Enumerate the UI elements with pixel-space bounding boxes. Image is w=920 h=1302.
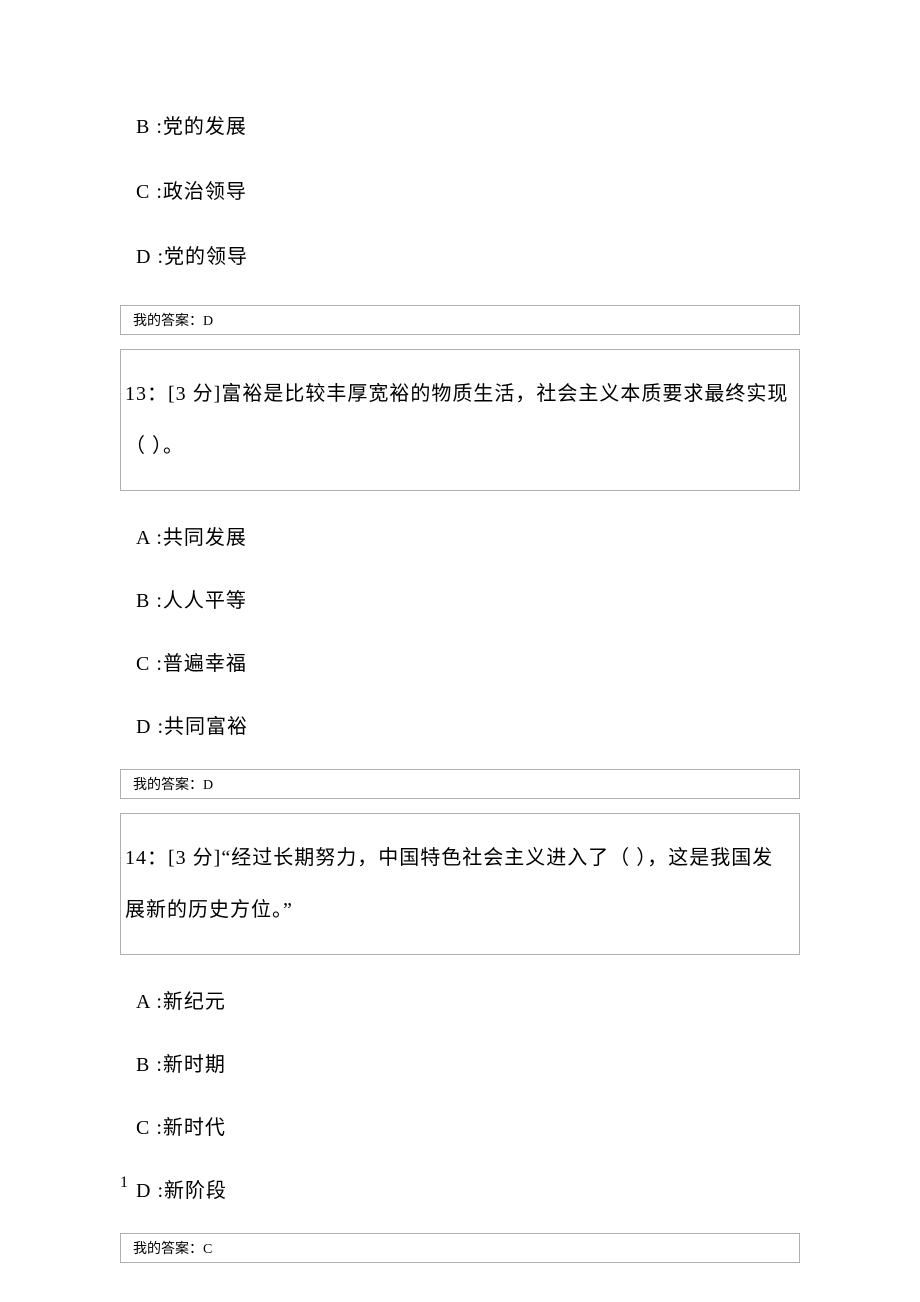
q13-question-text: 13：[3 分]富裕是比较丰厚宽裕的物质生活，社会主义本质要求最终实现（ ）。: [125, 383, 788, 457]
q14-option-b: B :新时期: [120, 1048, 800, 1077]
q13-question-box: 13：[3 分]富裕是比较丰厚宽裕的物质生活，社会主义本质要求最终实现（ ）。: [120, 349, 800, 491]
q13-option-c: C :普遍幸福: [120, 647, 800, 676]
q12-answer-box: 我的答案：D: [120, 305, 800, 335]
q13-answer-text: 我的答案：D: [133, 778, 213, 793]
q14-option-a: A :新纪元: [120, 985, 800, 1014]
q13-option-b: B :人人平等: [120, 584, 800, 613]
q13-option-a: A :共同发展: [120, 521, 800, 550]
q12-option-b: B :党的发展: [120, 110, 800, 139]
q12-answer-text: 我的答案：D: [133, 314, 213, 329]
page-number: 1: [120, 1174, 128, 1192]
q14-answer-box: 我的答案：C: [120, 1233, 800, 1263]
q12-option-c: C :政治领导: [120, 175, 800, 204]
page-content: B :党的发展 C :政治领导 D :党的领导 我的答案：D 13：[3 分]富…: [0, 0, 920, 1263]
q14-answer-text: 我的答案：C: [133, 1242, 212, 1257]
q14-option-d: D :新阶段: [120, 1174, 800, 1203]
q13-answer-box: 我的答案：D: [120, 769, 800, 799]
q14-question-box: 14：[3 分]“经过长期努力，中国特色社会主义进入了（ ），这是我国发展新的历…: [120, 813, 800, 955]
q13-option-d: D :共同富裕: [120, 710, 800, 739]
q14-question-text: 14：[3 分]“经过长期努力，中国特色社会主义进入了（ ），这是我国发展新的历…: [125, 847, 773, 921]
q14-option-c: C :新时代: [120, 1111, 800, 1140]
q12-option-d: D :党的领导: [120, 240, 800, 269]
